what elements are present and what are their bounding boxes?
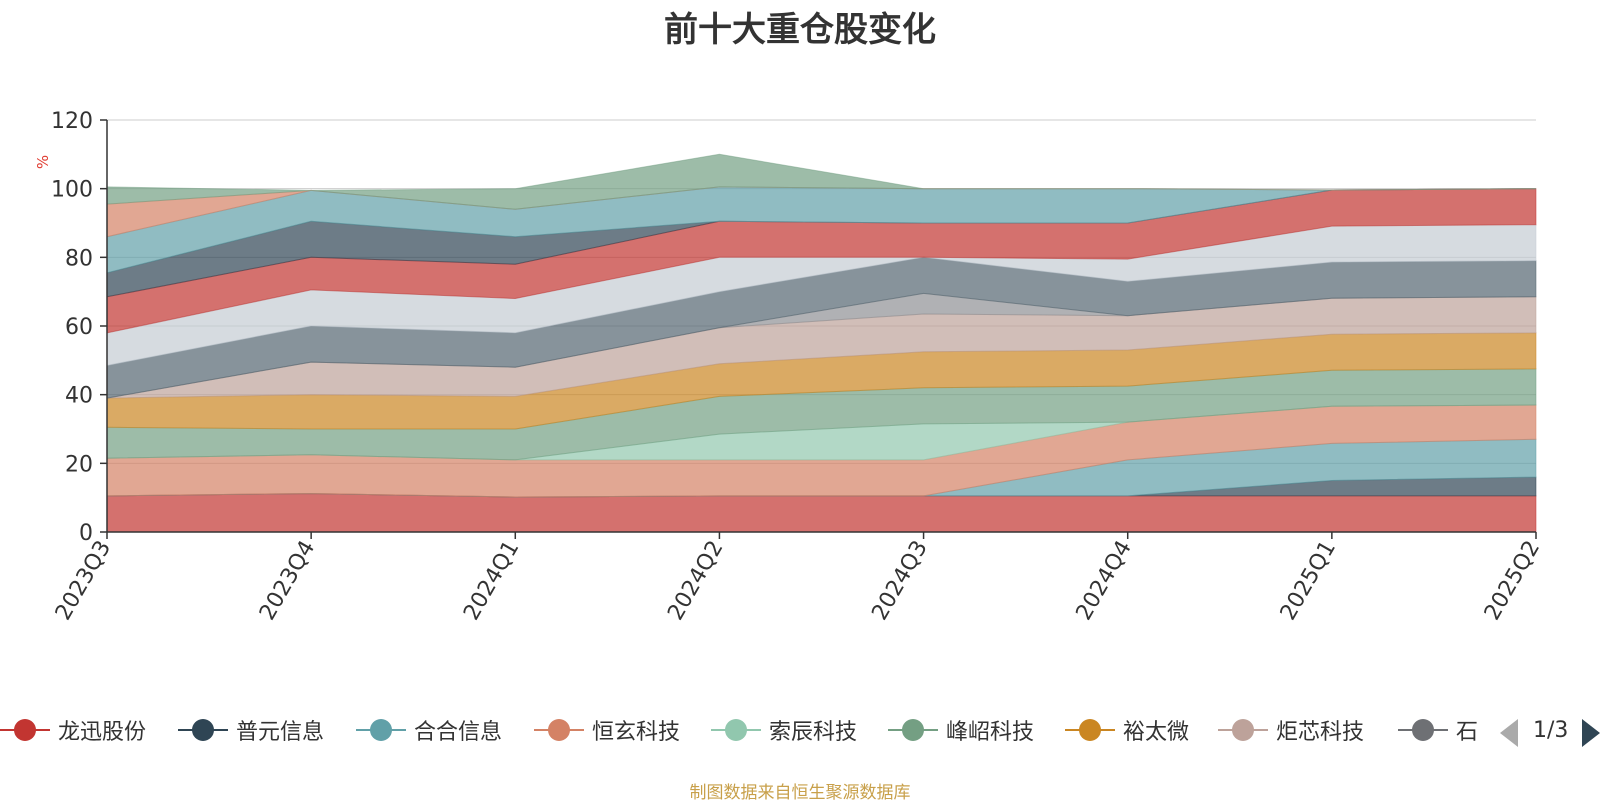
- legend-label: 裕太微: [1123, 720, 1190, 745]
- legend-label: 龙迅股份: [58, 720, 147, 745]
- chart-title: 前十大重仓股变化: [664, 10, 936, 50]
- x-tick-label: 2024Q1: [459, 537, 524, 625]
- legend-item[interactable]: 峰岹科技: [888, 712, 1034, 748]
- circle-marker-icon: [1398, 715, 1448, 745]
- circle-marker-icon: [711, 715, 761, 745]
- legend-item[interactable]: 裕太微: [1065, 712, 1189, 748]
- legend-label: 索辰科技: [769, 720, 858, 745]
- legend-item[interactable]: 石:: [1398, 712, 1480, 748]
- y-tick-label: 20: [65, 452, 93, 477]
- circle-marker-icon: [1218, 715, 1268, 745]
- legend-item[interactable]: 合合信息: [356, 712, 502, 748]
- legend-next-icon[interactable]: [1582, 719, 1600, 747]
- x-tick-label: 2024Q4: [1072, 537, 1137, 625]
- x-tick-label: 2025Q1: [1276, 537, 1341, 625]
- x-tick-label: 2023Q4: [255, 537, 320, 625]
- x-tick-label: 2024Q2: [663, 537, 728, 625]
- legend-item[interactable]: 索辰科技: [711, 712, 857, 748]
- circle-marker-icon: [0, 715, 50, 745]
- stacked-area-chart: 0 20 40 60 80 100 120 2023Q3 2023Q4 2024Q1 2024Q2 2…: [34, 109, 1545, 625]
- legend-label: 合合信息: [414, 720, 503, 745]
- area-series: [106, 153, 1537, 533]
- y-tick-label: 0: [79, 521, 93, 546]
- legend-label: 炬芯科技: [1276, 720, 1365, 745]
- area-series-1: [106, 492, 1537, 533]
- circle-marker-icon: [1065, 715, 1115, 745]
- x-tick-label: 2024Q3: [867, 537, 932, 625]
- legend-item[interactable]: 恒玄科技: [534, 712, 680, 748]
- legend-pager: 1/3: [1500, 716, 1600, 750]
- circle-marker-icon: [888, 715, 938, 745]
- legend-label: 恒玄科技: [592, 720, 681, 745]
- x-tick-label: 2023Q3: [51, 537, 116, 625]
- y-tick-label: 40: [65, 384, 93, 409]
- y-tick-label: 80: [65, 246, 93, 271]
- legend-page-indicator: 1/3: [1533, 718, 1569, 743]
- area-series-16: [106, 153, 1537, 210]
- y-tick-label: 120: [51, 109, 93, 134]
- legend-item[interactable]: 炬芯科技: [1218, 712, 1364, 748]
- data-source-note: 制图数据来自恒生聚源数据库: [689, 783, 911, 803]
- legend-item[interactable]: 龙迅股份: [0, 712, 146, 748]
- x-tick-label: 2025Q2: [1480, 537, 1545, 625]
- circle-marker-icon: [534, 715, 584, 745]
- chart-legend: 龙迅股份 普元信息 合合信息 恒玄科技 索辰科技 峰岹科技 裕太微 炬芯科技 石:: [0, 712, 1480, 748]
- y-tick-label: 60: [65, 315, 93, 340]
- circle-marker-icon: [356, 715, 406, 745]
- legend-label: 石:: [1456, 720, 1480, 745]
- legend-prev-icon[interactable]: [1500, 719, 1518, 747]
- y-tick-label: 100: [51, 178, 93, 203]
- circle-marker-icon: [178, 715, 228, 745]
- y-axis-unit-label: %: [34, 155, 52, 169]
- legend-item[interactable]: 普元信息: [178, 712, 324, 748]
- legend-label: 峰岹科技: [946, 720, 1035, 745]
- legend-label: 普元信息: [236, 720, 325, 745]
